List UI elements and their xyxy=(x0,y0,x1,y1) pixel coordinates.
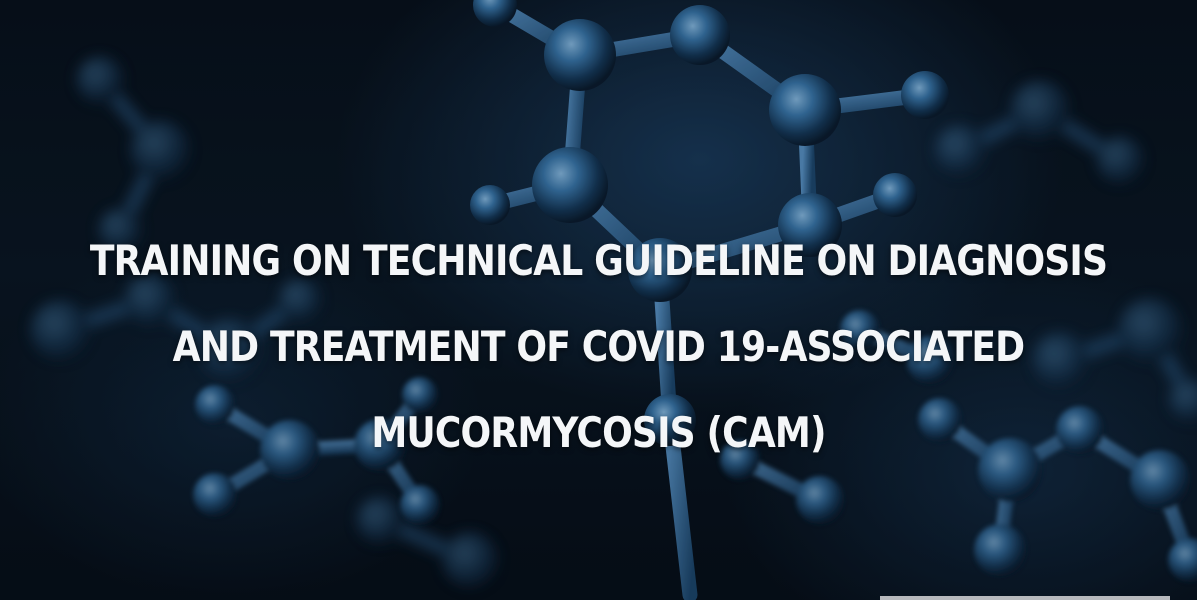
title-line-3: MUCORMYCOSIS (CAM) xyxy=(371,408,826,457)
title-line-1: TRAINING ON TECHNICAL GUIDELINE ON DIAGN… xyxy=(89,236,1108,285)
title-block: TRAINING ON TECHNICAL GUIDELINE ON DIAGN… xyxy=(0,218,1197,476)
title-line-2: AND TREATMENT OF COVID 19-ASSOCIATED xyxy=(172,322,1025,371)
bottom-edge-bar xyxy=(880,596,1170,600)
